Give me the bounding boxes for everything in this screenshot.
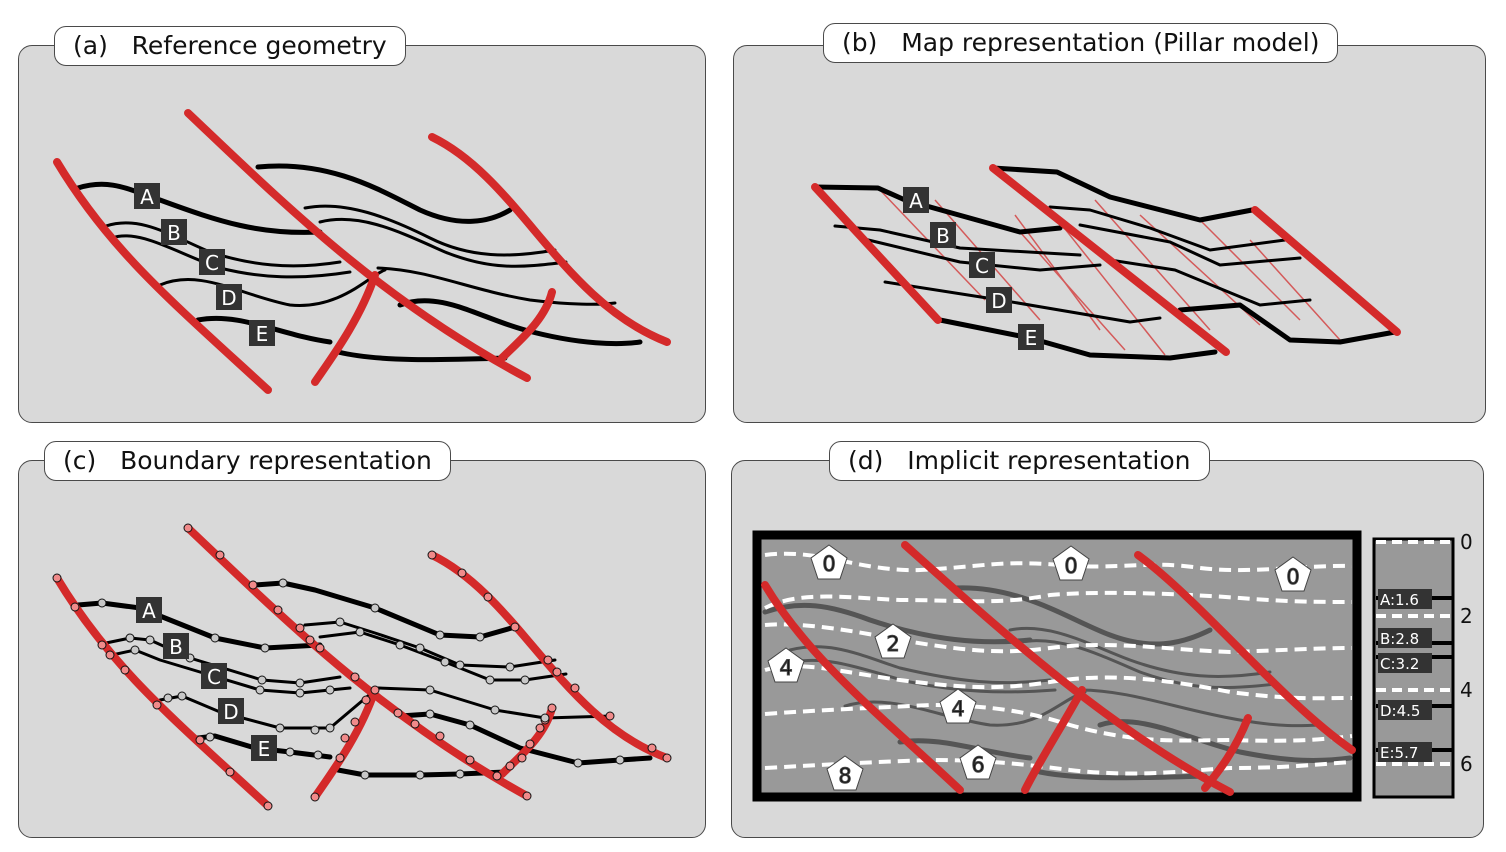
label-b-e: E xyxy=(1025,326,1038,350)
fault-a-2 xyxy=(184,109,531,382)
label-c-d: D xyxy=(223,700,238,724)
boundary-nodes-horizon xyxy=(97,578,625,780)
panel-d-title: (d) Implicit representation xyxy=(829,441,1210,481)
label-c-b: B xyxy=(169,635,183,659)
horizon-b-seg2 xyxy=(303,204,557,257)
scale-tick-6: 6 xyxy=(1460,752,1473,776)
scale-tick-0: 0 xyxy=(1460,530,1473,554)
label-b-b: B xyxy=(936,224,950,248)
label-a: A xyxy=(140,185,154,209)
iso-0-left: 0 xyxy=(822,552,835,576)
label-c: C xyxy=(205,251,219,275)
iso-6: 6 xyxy=(971,753,984,777)
pillar-horizon-d xyxy=(883,280,1162,324)
horizon-c-seg2 xyxy=(318,217,568,268)
panel-c-title: (c) Boundary representation xyxy=(44,441,451,481)
panel-b-geometry: A B C D E xyxy=(811,164,1401,361)
horizon-a-seg1 xyxy=(75,181,323,235)
horizon-e-seg3 xyxy=(335,349,508,363)
horizon-d-seg2 xyxy=(376,266,617,306)
pillar-fault-3 xyxy=(1251,206,1401,336)
horizon-labels-a: A B C D E xyxy=(134,183,275,346)
scale-tick-4: 4 xyxy=(1460,678,1473,702)
panel-a-geometry: A B C D E xyxy=(53,109,671,394)
label-b: B xyxy=(167,221,181,245)
fault-a-4 xyxy=(311,271,379,386)
label-c-c: C xyxy=(207,665,221,689)
label-d: D xyxy=(221,286,236,310)
iso-2: 2 xyxy=(886,632,899,656)
iso-0-right: 0 xyxy=(1286,565,1299,589)
scale-label-a: A:1.6 xyxy=(1380,591,1419,609)
pillar-fault-1 xyxy=(811,183,942,324)
isovalue-pentagons: 0 0 0 2 4 4 6 8 xyxy=(767,544,1312,791)
fault-a-1 xyxy=(53,158,272,394)
scale-label-d: D:4.5 xyxy=(1380,702,1420,720)
label-c-a: A xyxy=(142,599,156,623)
pillar-fault-2 xyxy=(989,164,1230,356)
panel-b-title: (b) Map representation (Pillar model) xyxy=(823,23,1339,63)
panel-a xyxy=(18,45,706,423)
label-b-a: A xyxy=(909,189,923,213)
implicit-scale-bar: A:1.6 B:2.8 C:3.2 D:4.5 E:5.7 0 2 4 6 xyxy=(1372,530,1473,799)
iso-8: 8 xyxy=(838,764,851,788)
pillar-horizon-b2 xyxy=(1048,205,1287,252)
pillar-horizon-d2 xyxy=(1108,258,1312,307)
pillar-horizon-a2 xyxy=(990,165,1255,223)
panel-d-geometry: 0 0 0 2 4 4 6 8 xyxy=(752,530,1473,802)
pillar-horizon-c2 xyxy=(1078,223,1302,267)
scale-tick-2: 2 xyxy=(1460,604,1473,628)
scale-label-e: E:5.7 xyxy=(1380,744,1418,762)
scale-label-b: B:2.8 xyxy=(1380,630,1419,648)
label-c-e: E xyxy=(258,737,271,761)
pillar-horizon-e xyxy=(937,317,1218,361)
horizon-c-seg1 xyxy=(110,234,352,279)
horizon-d-seg1 xyxy=(158,268,387,307)
label-e: E xyxy=(256,322,269,346)
fault-a-5 xyxy=(498,288,556,362)
horizon-a-seg2 xyxy=(255,163,513,224)
iso-4-mid: 4 xyxy=(951,697,964,721)
pillar-horizon-c xyxy=(858,236,1102,272)
scale-label-c: C:3.2 xyxy=(1380,655,1419,673)
panel-c-geometry: A B C D E xyxy=(52,523,672,811)
iso-0-mid: 0 xyxy=(1064,554,1077,578)
panel-a-title: (a) Reference geometry xyxy=(54,26,406,66)
label-b-d: D xyxy=(991,289,1006,313)
fault-a-3 xyxy=(428,133,671,346)
pillar-horizon-e2 xyxy=(1177,302,1398,345)
iso-4-left: 4 xyxy=(779,656,792,680)
label-b-c: C xyxy=(975,254,989,278)
